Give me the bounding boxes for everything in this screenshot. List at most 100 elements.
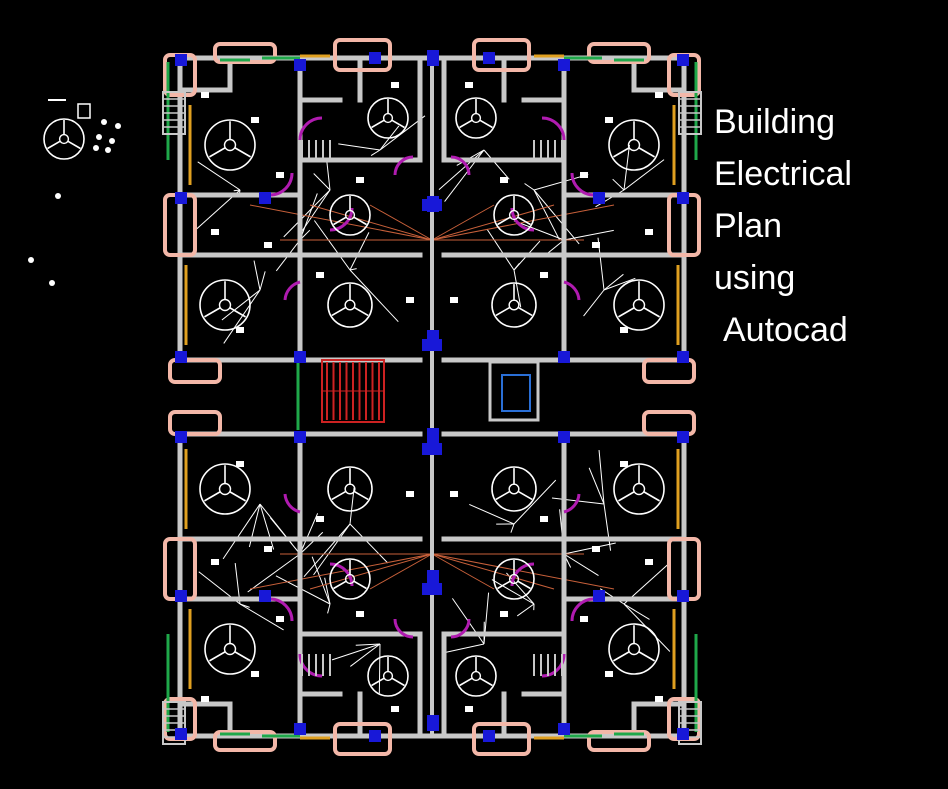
column — [483, 52, 495, 64]
switch-board-icon — [592, 242, 600, 248]
wire — [438, 149, 485, 191]
fan-blade — [333, 580, 347, 590]
switch-board-icon — [500, 177, 508, 183]
switch-board-icon — [450, 491, 458, 497]
fan-blade — [638, 147, 655, 158]
door-swing — [450, 618, 471, 639]
wire — [623, 144, 630, 191]
switch-board-icon — [465, 706, 473, 712]
fan-blade — [204, 491, 221, 502]
switch-board-icon — [645, 229, 653, 235]
fan-hub — [627, 138, 641, 152]
fan-blade — [391, 119, 405, 129]
switch-board-icon — [77, 103, 91, 119]
fan-hub — [223, 138, 237, 152]
column — [427, 428, 439, 444]
ceiling-fan-icon — [329, 194, 371, 236]
balcony — [333, 722, 392, 756]
ceiling-fan-icon — [608, 623, 660, 675]
fan-hub — [627, 642, 641, 656]
ceiling-fan-icon — [367, 655, 409, 697]
fan-blade — [333, 216, 347, 226]
fan-blade — [497, 216, 511, 226]
fan-ring — [367, 97, 409, 139]
fan-blade — [517, 490, 533, 501]
switch-board-icon — [655, 696, 663, 702]
ceiling-fan-icon — [327, 466, 373, 512]
fan-ring — [493, 194, 535, 236]
fan-blade — [209, 147, 226, 158]
switch-board-icon — [500, 611, 508, 617]
fan-blade — [638, 651, 655, 662]
fan-blade — [495, 306, 511, 317]
wire — [313, 523, 351, 576]
fan-blade — [234, 651, 251, 662]
door-swing — [298, 116, 323, 141]
column — [558, 59, 570, 71]
fan-blade — [353, 216, 367, 226]
fan-hub — [470, 112, 482, 124]
wire — [349, 269, 399, 323]
switch-board-icon — [465, 82, 473, 88]
staircase-icon — [162, 91, 186, 135]
column — [677, 590, 689, 602]
fan-blade — [613, 651, 630, 662]
column — [427, 330, 439, 346]
fan-ring — [613, 279, 665, 331]
ceiling-fan-icon — [455, 655, 497, 697]
feeder-wire — [431, 204, 555, 241]
wire — [223, 289, 261, 344]
balconies-layer — [163, 38, 701, 756]
column — [593, 590, 605, 602]
wire — [510, 523, 515, 533]
switch-board-icon — [645, 559, 653, 565]
wire — [588, 467, 605, 505]
column — [427, 570, 439, 586]
balcony — [168, 410, 222, 436]
caption-line-3: Plan — [714, 207, 783, 245]
caption-line-4: using — [714, 259, 796, 297]
column — [259, 590, 271, 602]
column — [677, 728, 689, 740]
walls-layer — [177, 55, 687, 739]
fan-blade — [517, 306, 533, 317]
wire — [313, 220, 351, 271]
column — [369, 730, 381, 742]
switch-board-icon — [316, 516, 324, 522]
wire — [239, 603, 284, 631]
fan-blade — [331, 490, 347, 501]
balcony — [168, 358, 222, 384]
wire — [259, 271, 266, 291]
fan-ring — [493, 558, 535, 600]
column — [677, 431, 689, 443]
balcony — [587, 42, 651, 64]
column — [558, 351, 570, 363]
core-layer — [162, 91, 702, 745]
switch-board-icon — [592, 546, 600, 552]
fan-blade — [234, 147, 251, 158]
staircase-icon — [321, 359, 385, 423]
feeder-wire — [369, 553, 433, 590]
feeder-wire — [431, 553, 495, 590]
switch-board-icon — [450, 297, 458, 303]
switch-board-icon — [251, 117, 259, 123]
fan-ring — [455, 97, 497, 139]
fan-hub — [223, 642, 237, 656]
fan-hub — [470, 670, 482, 682]
wire — [623, 159, 665, 191]
feeder-wire — [249, 204, 433, 241]
fan-hub — [508, 299, 520, 311]
wire — [355, 643, 381, 646]
ceiling-fan-icon — [367, 97, 409, 139]
wire — [275, 575, 331, 605]
staircase-icon — [162, 701, 186, 745]
column — [593, 192, 605, 204]
door-swing — [541, 653, 566, 678]
wire — [603, 503, 612, 551]
ceiling-fan-icon — [491, 282, 537, 328]
column — [175, 431, 187, 443]
light-point-icon — [49, 280, 55, 286]
wire — [300, 189, 331, 233]
wire — [513, 269, 522, 308]
